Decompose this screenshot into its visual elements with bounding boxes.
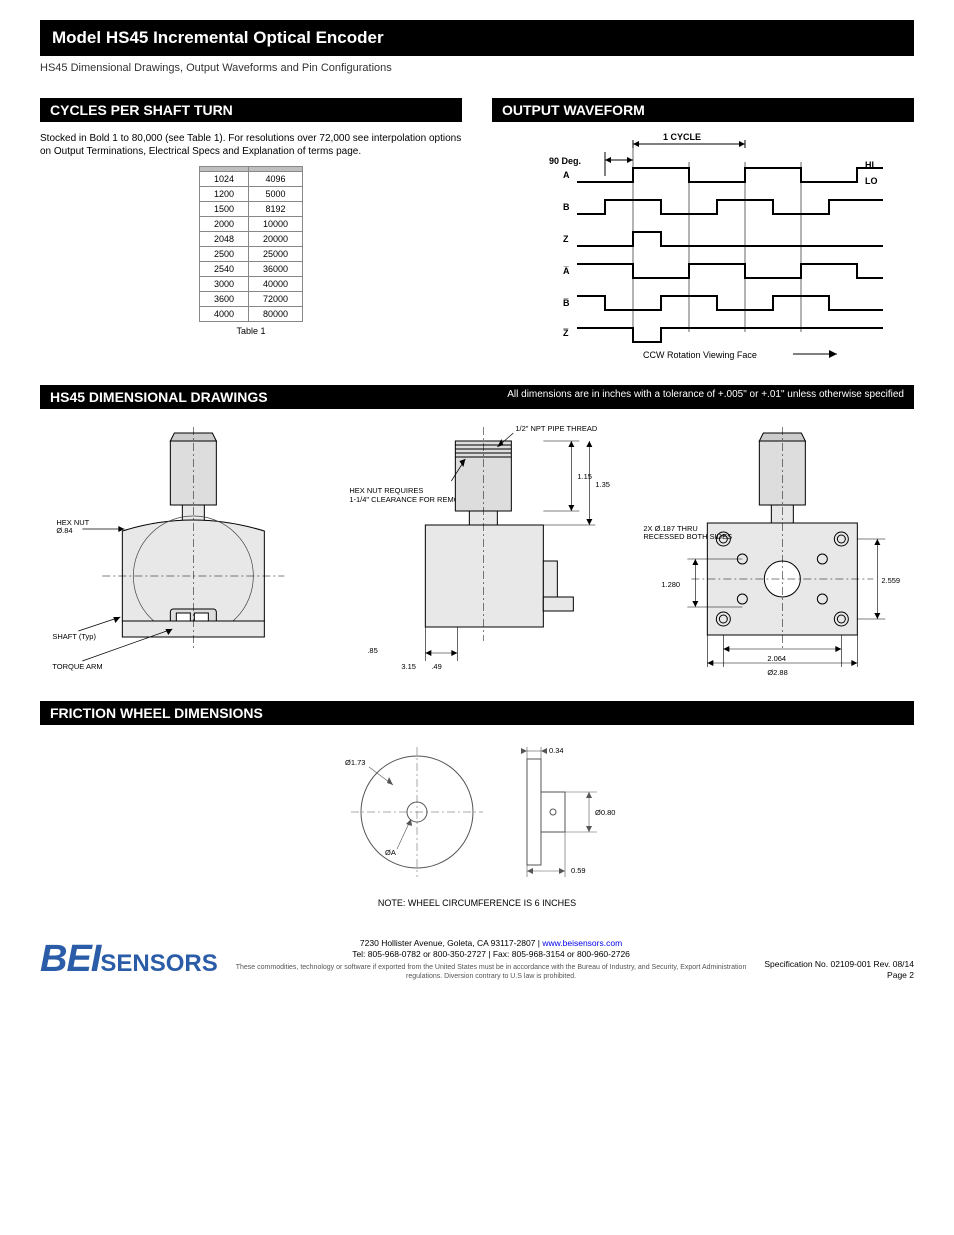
cycles-caption: Table 1 (40, 326, 462, 336)
page-title: Model HS45 Incremental Optical Encoder (52, 28, 384, 47)
wf-deg-label: 90 Deg. (549, 156, 581, 166)
footer-middle: 7230 Hollister Avenue, Goleta, CA 93117-… (234, 938, 749, 981)
lbl-d3: .49 (431, 662, 441, 671)
page-title-bar: Model HS45 Incremental Optical Encoder (40, 20, 914, 56)
wf-a: A (563, 170, 570, 180)
fw-depth: 0.59 (571, 866, 586, 875)
lbl-r3: 2.559 (882, 576, 901, 585)
lbl-r2: 1.280 (662, 580, 681, 589)
cycles-table: 1024409612005000150081922000100002048200… (199, 166, 303, 322)
wf-b: B (563, 202, 570, 212)
table-cell: 36000 (249, 262, 303, 277)
lbl-shaft: SHAFT (Typ) (52, 632, 96, 641)
wf-caption: CCW Rotation Viewing Face (643, 350, 757, 360)
table-cell: 1024 (199, 172, 248, 187)
cycles-heading: CYCLES PER SHAFT TURN (40, 98, 462, 122)
wf-hi: HI (865, 160, 874, 170)
footer-addr2: Tel: 805-968-0782 or 800-350-2727 | Fax:… (234, 949, 749, 960)
lbl-torque: TORQUE ARM (52, 662, 102, 671)
friction-heading-bar: FRICTION WHEEL DIMENSIONS (40, 701, 914, 725)
wf-bbar: B̅ (563, 298, 570, 308)
lbl-d5: 3.15 (401, 662, 416, 671)
footer-link[interactable]: www.beisensors.com (542, 938, 622, 948)
footer-disclaimer: These commodities, technology or softwar… (234, 963, 749, 981)
waveform-diagram: 1 CYCLE 90 Deg. A HI LO B Z A̅ B̅ (492, 132, 914, 362)
table-cell: 1500 (199, 202, 248, 217)
wf-cycle-label: 1 CYCLE (663, 132, 701, 142)
lbl-hexnut-d: Ø.84 (56, 526, 72, 535)
fw-hub: Ø0.80 (595, 808, 615, 817)
table-cell: 20000 (249, 232, 303, 247)
fw-w: 0.34 (549, 746, 564, 755)
footer: BEISENSORS 7230 Hollister Avenue, Goleta… (40, 938, 914, 981)
upper-columns: CYCLES PER SHAFT TURN Stocked in Bold 1 … (40, 98, 914, 367)
lbl-d2: 1.35 (595, 480, 610, 489)
table-cell: 1200 (199, 187, 248, 202)
table-cell: 3000 (199, 277, 248, 292)
lbl-d4: .85 (367, 646, 377, 655)
drawing-rear: 2.064 1.280 2.559 Ø2.88 2X Ø.187 THRUREC… (629, 421, 914, 681)
logo-sub: SENSORS (100, 950, 217, 977)
dim-subhead: All dimensions are in inches with a tole… (507, 389, 904, 405)
wf-z: Z (563, 234, 569, 244)
drawings-row: HEX NUT Ø.84 SHAFT (Typ) TORQUE ARM HEX … (40, 421, 914, 681)
drawing-front: HEX NUT Ø.84 SHAFT (Typ) TORQUE ARM (40, 421, 325, 681)
lbl-r1: 2.064 (768, 654, 787, 663)
lbl-d1: 1.15 (577, 472, 592, 481)
drawing-side: HEX NUT REQUIRES1-1/4" CLEARANCE FOR REM… (335, 421, 620, 681)
lbl-pipe: 1/2" NPT PIPE THREAD (515, 424, 598, 433)
fw-inner: ØA (385, 848, 396, 857)
table-cell: 8192 (249, 202, 303, 217)
lbl-hex-note: HEX NUT REQUIRES1-1/4" CLEARANCE FOR REM… (349, 486, 473, 504)
wf-zbar: Z̅ (563, 328, 569, 338)
page-subtitle: HS45 Dimensional Drawings, Output Wavefo… (40, 62, 914, 74)
dim-heading: HS45 DIMENSIONAL DRAWINGS (50, 389, 268, 405)
friction-drawing: Ø1.73 ØA 0.34 Ø0.80 0.59 (297, 737, 657, 887)
table-cell: 25000 (249, 247, 303, 262)
fw-outer: Ø1.73 (345, 758, 365, 767)
table-cell: 72000 (249, 292, 303, 307)
table-cell: 40000 (249, 277, 303, 292)
table-cell: 4096 (249, 172, 303, 187)
table-cell: 2048 (199, 232, 248, 247)
lbl-d6: Ø2.88 (768, 668, 788, 677)
footer-right: Specification No. 02109-001 Rev. 08/14 P… (764, 959, 914, 981)
friction-drawing-wrap: Ø1.73 ØA 0.34 Ø0.80 0.59 NOTE: WHEEL CIR… (40, 737, 914, 908)
table-cell: 4000 (199, 307, 248, 322)
waveform-heading: OUTPUT WAVEFORM (492, 98, 914, 122)
friction-note: NOTE: WHEEL CIRCUMFERENCE IS 6 INCHES (40, 898, 914, 908)
cycles-description: Stocked in Bold 1 to 80,000 (see Table 1… (40, 132, 462, 158)
table-cell: 10000 (249, 217, 303, 232)
table-cell: 5000 (249, 187, 303, 202)
footer-spec: Specification No. 02109-001 Rev. 08/14 (764, 959, 914, 970)
footer-addr1: 7230 Hollister Avenue, Goleta, CA 93117-… (234, 938, 749, 949)
friction-heading: FRICTION WHEEL DIMENSIONS (50, 705, 263, 721)
logo-main: BEI (40, 938, 100, 980)
table-cell: 80000 (249, 307, 303, 322)
table-cell: 2500 (199, 247, 248, 262)
footer-page: Page 2 (764, 970, 914, 981)
waveform-column: OUTPUT WAVEFORM 1 CYCLE 90 Deg. A HI LO … (492, 98, 914, 367)
wf-abar: A̅ (563, 266, 570, 276)
table-cell: 2540 (199, 262, 248, 277)
logo: BEISENSORS (40, 938, 218, 981)
table-cell: 2000 (199, 217, 248, 232)
cycles-column: CYCLES PER SHAFT TURN Stocked in Bold 1 … (40, 98, 462, 367)
table-cell: 3600 (199, 292, 248, 307)
wf-lo: LO (865, 176, 878, 186)
dim-heading-bar: HS45 DIMENSIONAL DRAWINGS All dimensions… (40, 385, 914, 409)
